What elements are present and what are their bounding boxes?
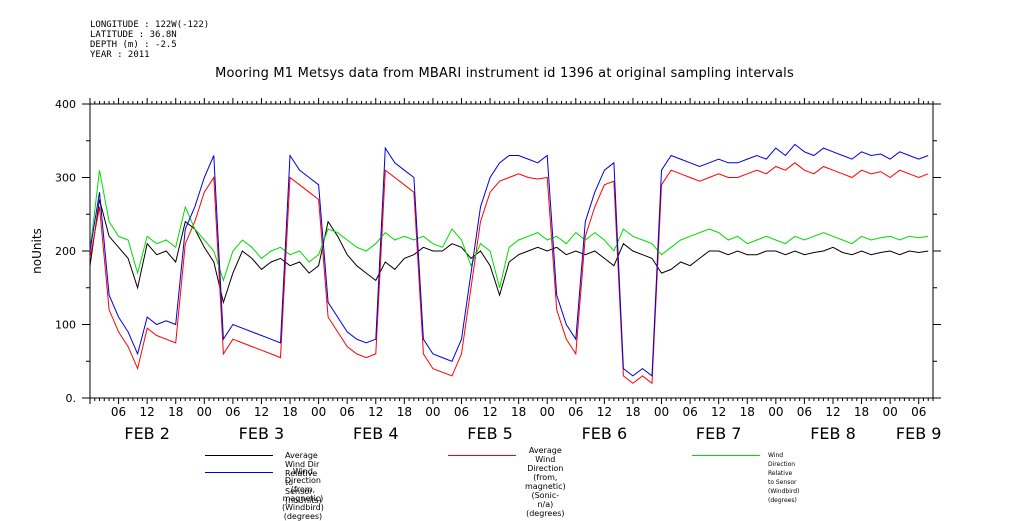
series-layer [89,143,929,385]
x-tick-label: 18 [740,405,755,419]
legend-entry-1: Average Wind Dir Relative to Sensor (noU… [285,451,322,505]
x-tick-label: 18 [625,405,640,419]
x-day-label: FEB 8 [810,424,856,443]
legend-entry-3: Wind Direction Relative to Sensor (Windb… [768,452,800,504]
longitude-label: LONGITUDE : 122W(-122) [90,20,210,30]
x-tick-label: 12 [597,405,612,419]
latitude-label: LATITUDE : 36.8N [90,30,177,40]
legend-entry-2: Average Wind Direction (from, magnetic) … [525,446,566,518]
x-tick-label: 00 [311,405,326,419]
x-tick-label: 06 [454,405,469,419]
x-tick-label: 18 [511,405,526,419]
y-tick-label: 0. [66,392,77,405]
depth-label: DEPTH (m) : -2.5 [90,40,177,50]
x-tick-label: 12 [482,405,497,419]
x-day-label: FEB 3 [239,424,285,443]
x-tick-label: 00 [540,405,555,419]
x-tick-label: 06 [911,405,926,419]
year-label: YEAR : 2011 [90,50,150,60]
x-tick-label: 00 [882,405,897,419]
plot-frame [89,103,934,399]
x-tick-label: 00 [654,405,669,419]
x-tick-label: 12 [368,405,383,419]
x-tick-label: 18 [282,405,297,419]
series-line-1 [89,199,929,305]
x-tick-label: 00 [425,405,440,419]
line-chart: 0. 100 200 300 400 06 12 18 00 06 12 18 00 06 12 18 00 06… [30,98,941,443]
y-axis-label: noUnits [30,228,44,274]
x-day-label: FEB 7 [696,424,742,443]
x-tick-label: 06 [568,405,583,419]
x-tick-label: 00 [197,405,212,419]
x-day-label: FEB 6 [582,424,628,443]
y-tick-label: 300 [55,172,76,185]
series-line-2 [89,162,929,385]
axis-layer: 0. 100 200 300 400 06 12 18 00 06 12 18 00 06 12 18 00 06… [55,98,941,443]
series-line-3 [89,170,929,288]
chart-title: Mooring M1 Metsys data from MBARI instru… [215,66,794,81]
legend-swatch-blue [205,472,273,473]
x-day-label: FEB 5 [467,424,513,443]
x-tick-label: 18 [168,405,183,419]
legend-entry-4: Wind Direction (from, magnetic) (Windbir… [282,467,324,521]
legend-swatch-green [692,455,760,456]
y-tick-label: 100 [55,319,76,332]
x-tick-label: 06 [797,405,812,419]
x-day-label: FEB 2 [124,424,170,443]
x-tick-label: 12 [140,405,155,419]
x-tick-label: 06 [340,405,355,419]
legend-swatch-red [448,455,516,456]
x-tick-label: 06 [111,405,126,419]
y-tick-label: 400 [55,98,76,111]
legend-swatch-black [205,455,273,456]
x-day-label: FEB 4 [353,424,399,443]
x-tick-label: 18 [854,405,869,419]
x-tick-label: 12 [711,405,726,419]
x-tick-label: 18 [397,405,412,419]
x-day-label: FEB 9 [896,424,942,443]
x-tick-label: 00 [768,405,783,419]
x-tick-label: 12 [254,405,269,419]
station-metadata: LONGITUDE : 122W(-122) LATITUDE : 36.8N … [90,20,209,60]
x-tick-label: 12 [825,405,840,419]
x-tick-label: 06 [682,405,697,419]
series-line-4 [89,143,929,377]
y-tick-label: 200 [55,245,76,258]
x-tick-label: 06 [225,405,240,419]
